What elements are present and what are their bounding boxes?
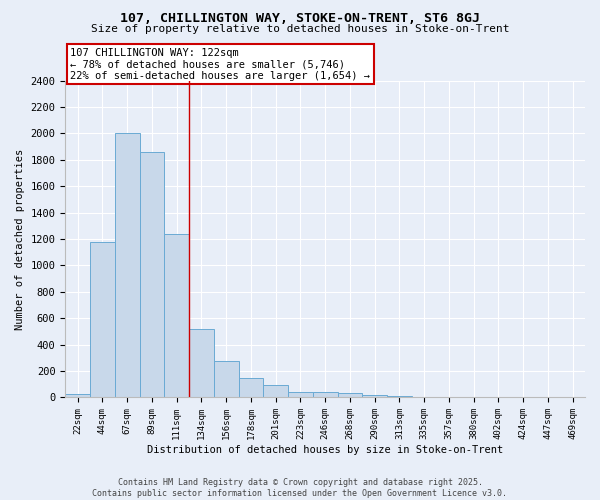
Bar	[140, 152, 164, 398]
Text: 107 CHILLINGTON WAY: 122sqm
← 78% of detached houses are smaller (5,746)
22% of : 107 CHILLINGTON WAY: 122sqm ← 78% of det…	[70, 48, 370, 80]
Bar	[412, 397, 437, 398]
Bar	[90, 242, 115, 398]
X-axis label: Distribution of detached houses by size in Stoke-on-Trent: Distribution of detached houses by size …	[147, 445, 503, 455]
Bar	[313, 392, 338, 398]
Bar	[263, 385, 288, 398]
Text: 107, CHILLINGTON WAY, STOKE-ON-TRENT, ST6 8GJ: 107, CHILLINGTON WAY, STOKE-ON-TRENT, ST…	[120, 12, 480, 26]
Text: Contains HM Land Registry data © Crown copyright and database right 2025.
Contai: Contains HM Land Registry data © Crown c…	[92, 478, 508, 498]
Bar	[288, 392, 313, 398]
Bar	[362, 395, 387, 398]
Text: Size of property relative to detached houses in Stoke-on-Trent: Size of property relative to detached ho…	[91, 24, 509, 34]
Bar	[115, 134, 140, 398]
Bar	[164, 234, 189, 398]
Bar	[239, 378, 263, 398]
Bar	[65, 394, 90, 398]
Bar	[189, 329, 214, 398]
Bar	[387, 396, 412, 398]
Bar	[214, 361, 239, 398]
Bar	[338, 393, 362, 398]
Y-axis label: Number of detached properties: Number of detached properties	[15, 148, 25, 330]
